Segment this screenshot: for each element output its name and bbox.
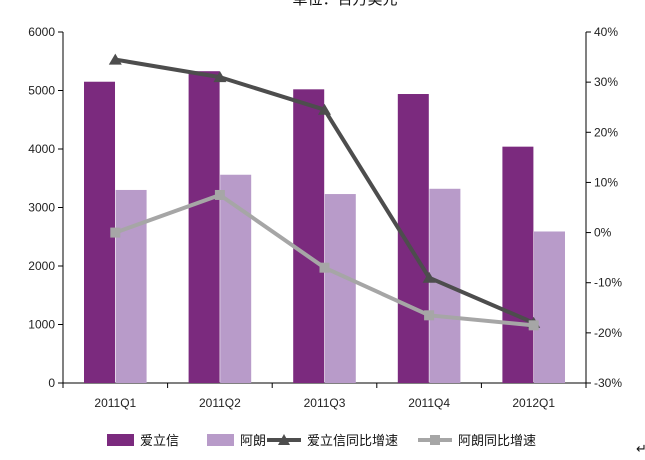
legend-swatch bbox=[207, 434, 234, 446]
y-right-tick-label: 30% bbox=[594, 75, 618, 89]
point-alcatel-growth bbox=[214, 189, 225, 200]
bar-alcatel bbox=[533, 231, 565, 383]
bar-alcatel bbox=[115, 189, 147, 383]
y-right-tick-label: -10% bbox=[594, 276, 622, 290]
y-left-tick-label: 3000 bbox=[28, 201, 55, 215]
y-right-tick-label: 10% bbox=[594, 175, 618, 189]
y-right-tick-label: 20% bbox=[594, 125, 618, 139]
legend-label: 阿朗 bbox=[240, 434, 266, 449]
bar-ericsson bbox=[293, 89, 325, 383]
point-ericsson-growth bbox=[422, 271, 436, 283]
x-tick-label: 2011Q4 bbox=[408, 396, 450, 410]
x-tick-label: 2011Q2 bbox=[199, 396, 241, 410]
bar-ericsson bbox=[84, 81, 116, 383]
y-right-tick-label: -30% bbox=[594, 376, 622, 390]
y-right-tick-label: 0% bbox=[594, 226, 612, 240]
line-ericsson-growth bbox=[114, 57, 535, 325]
legend: 爱立信 阿朗 爱立信同比增速 阿朗同比增速 ↵ bbox=[107, 434, 645, 457]
y-left-tick-label: 6000 bbox=[28, 25, 55, 39]
return-mark: ↵ bbox=[636, 442, 645, 457]
point-ericsson-growth bbox=[318, 103, 331, 115]
y-left-tick-label: 5000 bbox=[28, 84, 55, 98]
x-tick-label: 2012Q1 bbox=[512, 396, 555, 410]
y-left-tick-label: 2000 bbox=[28, 259, 55, 273]
bar-ericsson bbox=[502, 146, 534, 383]
y-left-tick-label: 4000 bbox=[28, 142, 55, 156]
bar-alcatel bbox=[220, 174, 252, 383]
y-right-tick-label: 40% bbox=[594, 25, 618, 39]
chart-title: 单位：百万美元 bbox=[292, 0, 397, 8]
bars bbox=[84, 71, 565, 383]
point-ericsson-growth bbox=[213, 71, 227, 83]
legend-label: 爱立信 bbox=[140, 434, 179, 449]
point-ericsson-growth bbox=[108, 53, 122, 65]
legend-label: 爱立信同比增速 bbox=[307, 434, 398, 449]
y-left-tick-label: 1000 bbox=[28, 318, 55, 332]
point-alcatel-growth bbox=[424, 310, 435, 321]
bar-alcatel bbox=[324, 194, 356, 383]
point-alcatel-growth bbox=[110, 227, 121, 238]
legend-marker bbox=[278, 434, 290, 445]
bar-ericsson bbox=[188, 71, 220, 383]
x-tick-label: 2011Q1 bbox=[94, 396, 136, 410]
x-tick-label: 2011Q3 bbox=[304, 396, 346, 410]
point-alcatel-growth bbox=[319, 262, 330, 273]
y-right-tick-label: -20% bbox=[594, 326, 622, 340]
line-alcatel-growth bbox=[114, 192, 534, 328]
point-alcatel-growth bbox=[528, 320, 539, 331]
legend-marker bbox=[430, 435, 440, 445]
legend-label: 阿朗同比增速 bbox=[458, 434, 536, 449]
axes: 0 1000 2000 3000 4000 5000 6000 -30% -20% -10% 0% 1… bbox=[28, 25, 622, 410]
y-left-tick-label: 0 bbox=[48, 376, 55, 390]
legend-swatch bbox=[107, 434, 134, 446]
lines bbox=[108, 53, 541, 331]
